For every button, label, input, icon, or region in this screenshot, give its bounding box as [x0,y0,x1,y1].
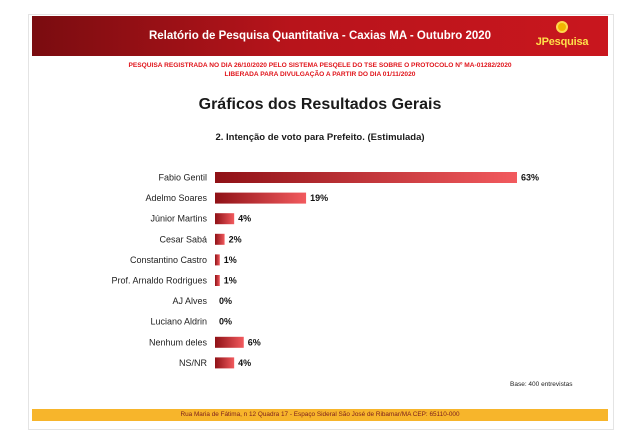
bar [215,275,220,286]
report-footer: Rua Maria de Fátima, n 12 Quadra 17 - Es… [32,409,608,421]
value-label: 1% [224,276,237,286]
report-header: Relatório de Pesquisa Quantitativa - Cax… [32,16,608,56]
footer-address: Rua Maria de Fátima, n 12 Quadra 17 - Es… [180,411,460,418]
value-label: 63% [521,173,539,183]
sample-base-note: Base: 400 entrevistas [510,381,573,388]
category-label: Prof. Arnaldo Rodrigues [111,276,207,286]
bar [215,336,244,348]
category-label: Adelmo Soares [145,193,207,203]
logo-emblem-icon [556,21,568,33]
bar [215,213,235,225]
value-label: 6% [248,337,261,347]
release-notice-line: LIBERADA PARA DIVULGAÇÃO A PARTIR DO DIA… [224,71,416,78]
logo-text: JPesquisa [535,36,589,48]
category-label: Nenhum deles [149,337,208,347]
category-label: Luciano Aldrin [150,317,207,327]
category-label: AJ Alves [172,296,207,306]
value-label: 4% [238,358,251,368]
bar [215,233,225,245]
report-page [28,14,614,430]
category-label: Fabio Gentil [158,173,207,183]
bar [215,192,307,204]
bar [215,172,517,183]
registration-notice: PESQUISA REGISTRADA NO DIA 26/10/2020 PE… [32,61,608,79]
report-title: Relatório de Pesquisa Quantitativa - Cax… [148,30,492,42]
registration-notice-line: PESQUISA REGISTRADA NO DIA 26/10/2020 PE… [128,62,512,69]
value-label: 4% [238,214,251,224]
value-label: 2% [229,234,242,244]
category-label: Constantino Castro [130,255,207,265]
category-label: Júnior Martins [150,214,207,224]
company-logo: JPesquisa [530,21,594,51]
value-label: 19% [310,193,328,203]
category-label: Cesar Sabá [159,234,207,244]
value-label: 0% [219,296,232,306]
value-label: 1% [224,255,237,265]
question-title: 2. Intenção de voto para Prefeito. (Esti… [215,132,425,143]
section-title: Gráficos dos Resultados Gerais [198,96,442,113]
bar [215,254,220,266]
bar [215,357,235,369]
value-label: 0% [219,317,232,327]
category-label: NS/NR [179,358,208,368]
